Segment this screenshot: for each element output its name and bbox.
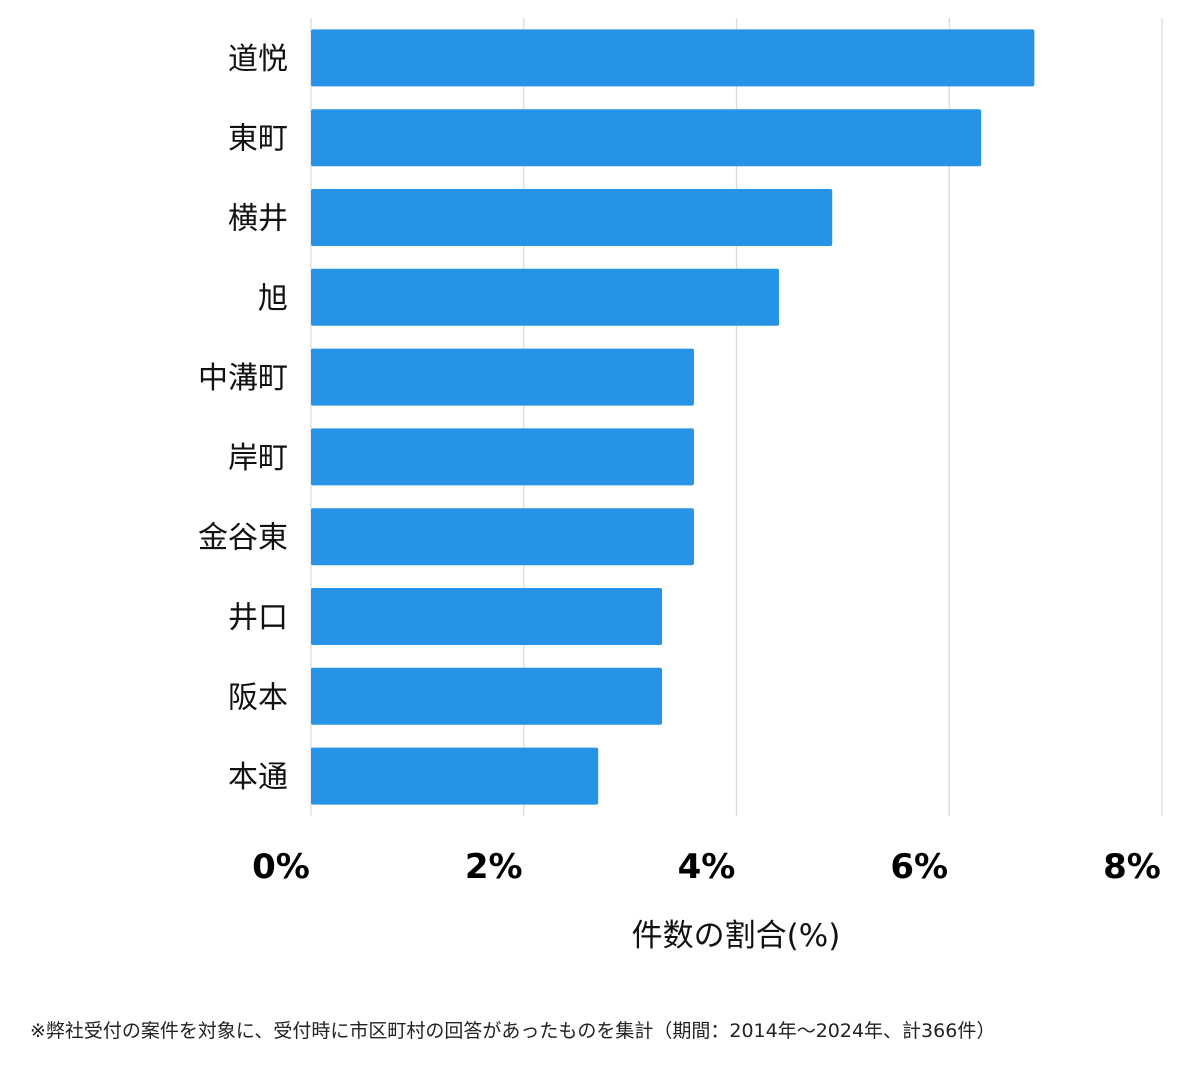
x-axis-title: 件数の割合(%) — [632, 918, 841, 954]
bar — [311, 747, 599, 805]
x-tick-labels: 0% 2% 4% 6% 8% — [252, 847, 1161, 887]
category-label: 道悦 — [228, 42, 288, 77]
x-tick-label: 0% — [252, 847, 310, 887]
category-label: 旭 — [258, 281, 288, 316]
x-tick-label: 2% — [465, 847, 523, 887]
category-label: 岸町 — [228, 441, 288, 476]
bar — [311, 268, 780, 326]
bar — [311, 667, 663, 725]
bars — [311, 29, 1035, 805]
bar — [311, 348, 694, 406]
category-label: 東町 — [228, 122, 288, 157]
bar — [311, 189, 833, 246]
x-tick-label: 6% — [890, 847, 948, 887]
x-tick-label: 8% — [1103, 847, 1161, 887]
category-label: 横井 — [228, 202, 288, 237]
category-label: 阪本 — [228, 680, 288, 715]
bar — [311, 428, 694, 486]
category-label: 本通 — [228, 760, 288, 795]
bar — [311, 29, 1035, 87]
x-tick-label: 4% — [678, 847, 736, 887]
bar — [311, 109, 982, 167]
category-label: 金谷東 — [198, 521, 288, 556]
bar — [311, 588, 663, 645]
footnote: ※弊社受付の案件を対象に、受付時に市区町村の回答があったものを集計（期間：201… — [30, 1020, 996, 1042]
category-label: 中溝町 — [198, 361, 288, 396]
bar — [311, 508, 694, 566]
category-label: 井口 — [228, 601, 288, 636]
